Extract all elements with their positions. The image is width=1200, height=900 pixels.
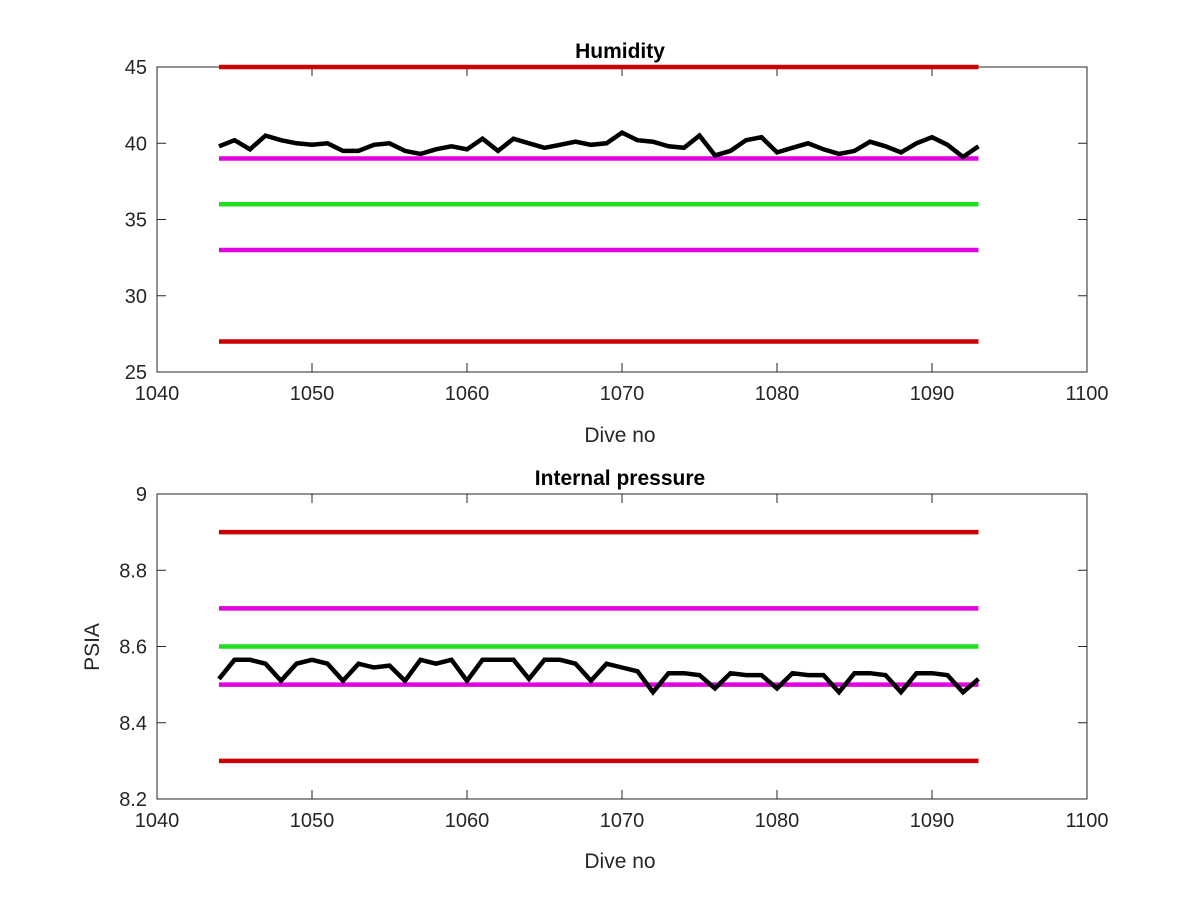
pressure-xtick-label: 1100 [1065, 810, 1108, 832]
pressure-data-line [217, 657, 980, 696]
pressure-ytick-label: 8.4 [119, 713, 147, 735]
humidity-data-line [218, 129, 980, 160]
humidity-ytick-label: 40 [125, 133, 147, 155]
humidity-ytick-label: 25 [125, 362, 147, 384]
pressure-xtick-label: 1040 [135, 810, 180, 832]
humidity-ytick-label: 45 [125, 57, 147, 79]
pressure-xtick-label: 1070 [600, 810, 645, 832]
humidity-xtick-label: 1080 [755, 383, 800, 405]
humidity-title: Humidity [575, 40, 665, 63]
humidity-ytick-label: 30 [125, 286, 147, 308]
pressure-axes: Internal pressure Dive no PSIA 1040 1050 1… [81, 467, 1109, 873]
humidity-xlabel: Dive no [584, 424, 655, 447]
humidity-axes-box [156, 66, 1088, 373]
pressure-ytick-label: 8.8 [119, 560, 147, 582]
pressure-xtick-label: 1050 [290, 810, 335, 832]
humidity-xtick-label: 1090 [910, 383, 955, 405]
humidity-axes: Humidity Dive no 1040 1050 1060 1070 1080 109… [125, 40, 1109, 447]
pressure-ytick-label: 8.2 [119, 789, 147, 811]
humidity-xtick-label: 1070 [600, 383, 645, 405]
humidity-xtick-label: 1050 [290, 383, 335, 405]
pressure-xtick-label: 1060 [445, 810, 490, 832]
pressure-ylabel: PSIA [81, 623, 104, 671]
pressure-xtick-label: 1080 [755, 810, 800, 832]
pressure-ytick-label: 9 [136, 484, 147, 506]
humidity-xtick-label: 1060 [445, 383, 490, 405]
humidity-xtick-label: 1040 [135, 383, 180, 405]
humidity-ytick-label: 35 [125, 210, 147, 232]
pressure-ytick-label: 8.6 [119, 637, 147, 659]
pressure-xlabel: Dive no [584, 850, 655, 873]
pressure-xtick-label: 1090 [910, 810, 955, 832]
humidity-xtick-label: 1100 [1065, 383, 1108, 405]
pressure-title: Internal pressure [535, 467, 705, 490]
